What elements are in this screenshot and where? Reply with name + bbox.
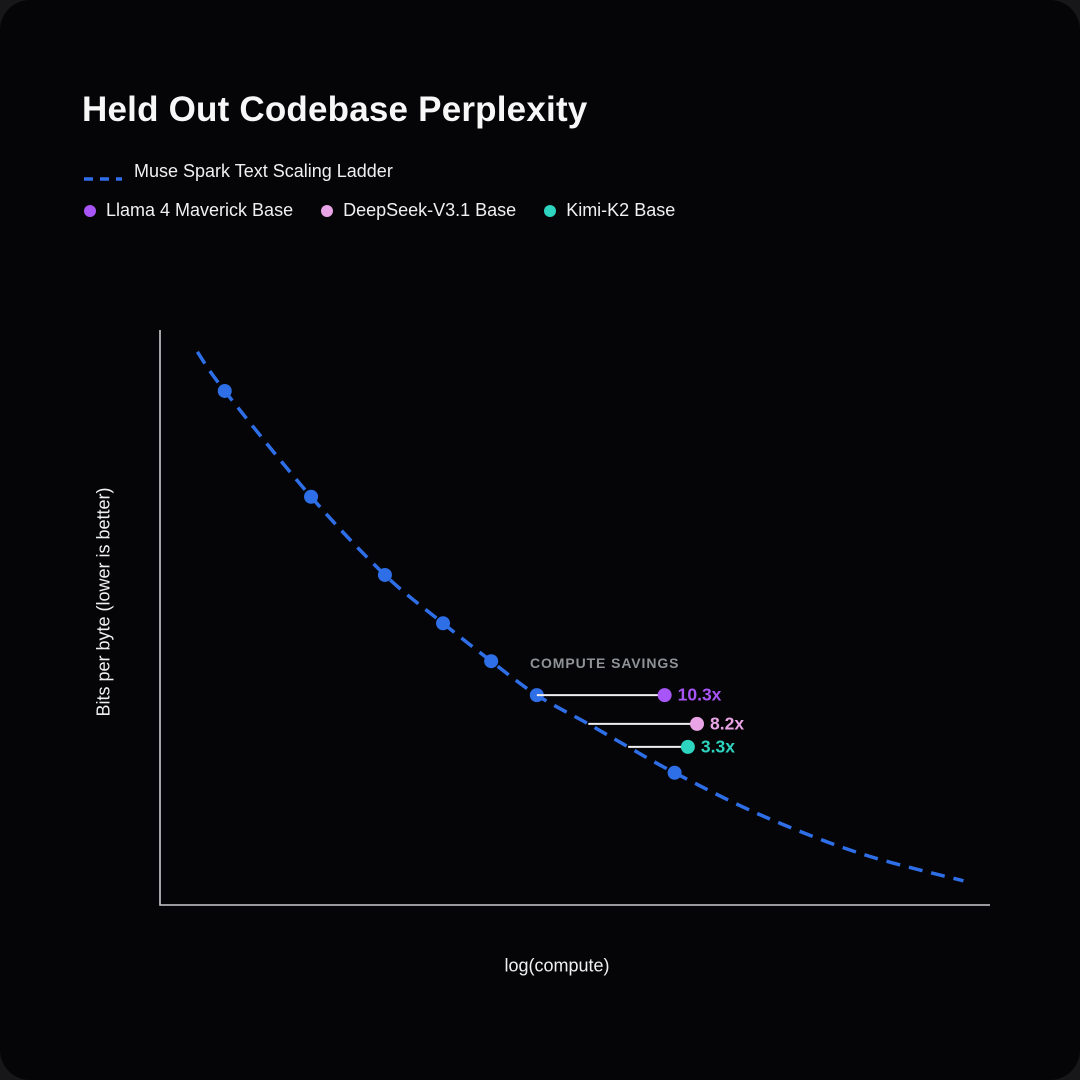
y-axis-label: Bits per byte (lower is better): [93, 487, 114, 717]
legend-ladder: Muse Spark Text Scaling Ladder: [84, 161, 393, 182]
x-axis-label: log(compute): [504, 955, 610, 976]
deepseek-dot-icon: [321, 204, 334, 217]
legend-item-deepseek: DeepSeek-V3.1 Base: [321, 200, 516, 221]
legend-kimi-label: Kimi-K2 Base: [566, 200, 676, 220]
savings-dot: [657, 688, 672, 703]
llama-dot-icon: [84, 204, 96, 217]
curve-point: [377, 567, 392, 582]
savings-dot: [690, 716, 705, 731]
curve-point: [304, 489, 319, 504]
legend-item-llama: Llama 4 Maverick Base: [84, 200, 293, 221]
curve-point: [484, 654, 499, 669]
savings-dot: [680, 739, 695, 754]
legend-deepseek-label: DeepSeek-V3.1 Base: [343, 200, 517, 220]
curve-point: [667, 765, 682, 780]
curve-point: [217, 383, 232, 398]
legend-item-kimi: Kimi-K2 Base: [544, 200, 675, 221]
legend-ladder-label: Muse Spark Text Scaling Ladder: [134, 161, 393, 181]
savings-factor-label: 8.2x: [710, 713, 745, 734]
legend-llama-label: Llama 4 Maverick Base: [106, 200, 294, 220]
scaling-curve: [195, 350, 964, 883]
compute-savings-heading: COMPUTE SAVINGS: [530, 655, 680, 671]
legend-models: Llama 4 Maverick Base DeepSeek-V3.1 Base…: [84, 200, 675, 221]
savings-factor-label: 3.3x: [700, 736, 735, 757]
savings-factor-label: 10.3x: [677, 684, 722, 705]
dashed-line-swatch: [84, 169, 122, 181]
kimi-dot-icon: [544, 204, 557, 217]
curve-point: [436, 616, 451, 631]
axes: [159, 330, 990, 906]
chart-title: Held Out Codebase Perplexity: [82, 90, 588, 129]
